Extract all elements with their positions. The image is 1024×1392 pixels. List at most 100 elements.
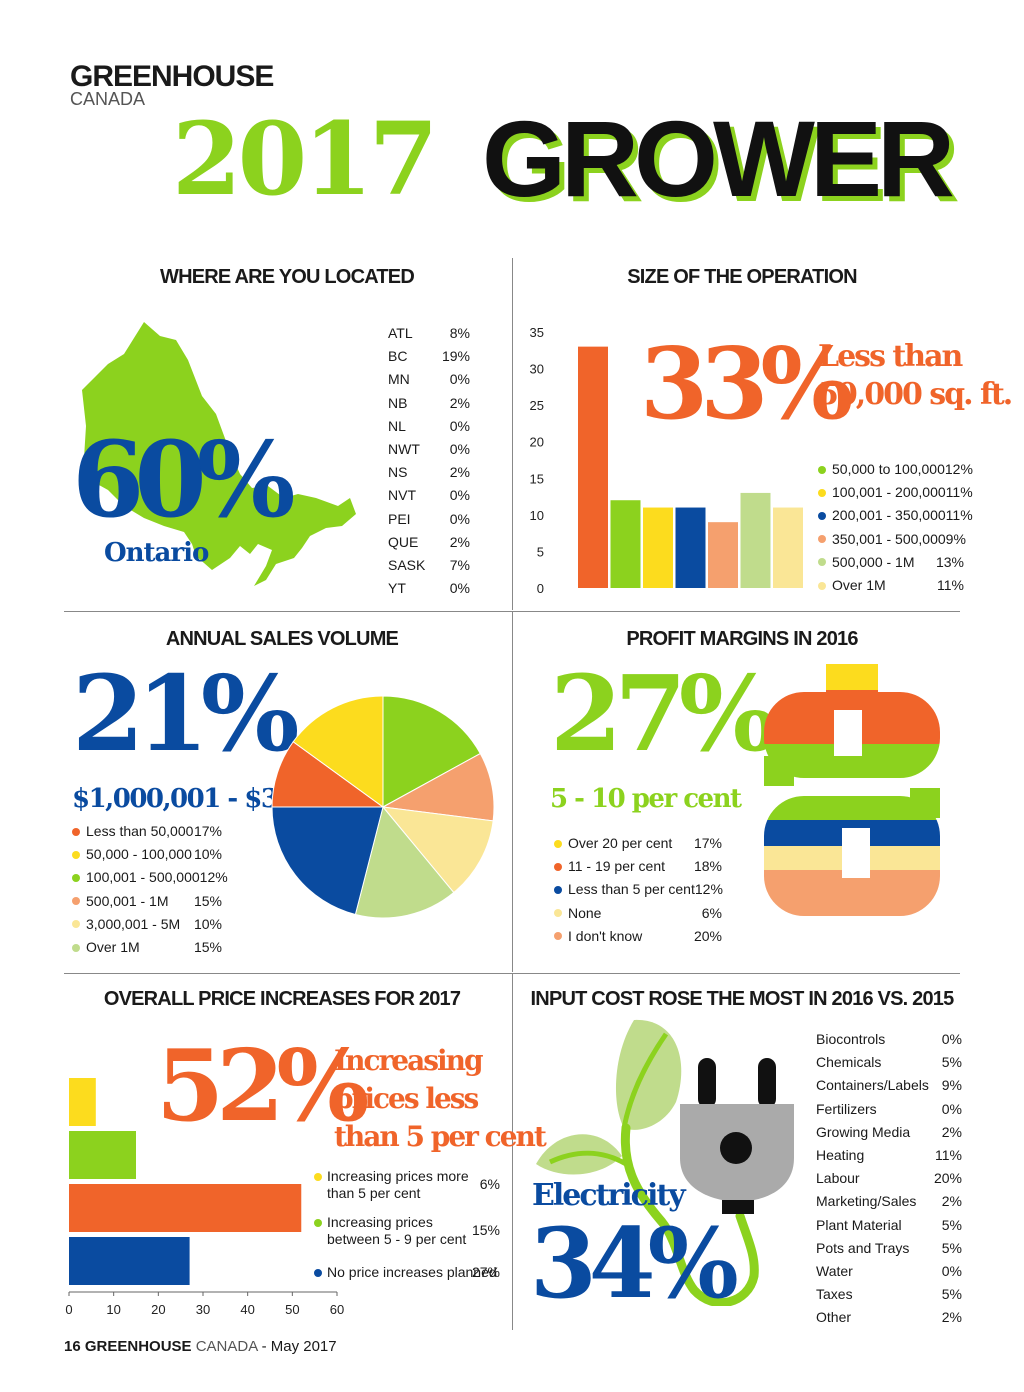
location-label: PEI [388, 510, 411, 527]
price-legend-label-2: between 5 - 9 per cent [327, 1231, 467, 1247]
input-cost-value: 2% [941, 1123, 962, 1140]
input-cost-row: Other 2% [816, 1306, 962, 1329]
operation-legend-value: 11% [945, 484, 973, 501]
input-cost-value: 0% [941, 1031, 962, 1047]
operation-highlight-label-2: 50,000 sq. ft. [818, 377, 1013, 412]
location-row: QUE 2% [388, 531, 470, 554]
input-cost-value: 0% [941, 1263, 962, 1280]
operation-legend-value: 11% [945, 507, 973, 524]
price-legend-item: Increasing prices more than 5 per cent 6% [314, 1168, 500, 1202]
profit-highlight-value: 27% [550, 652, 778, 775]
operation-legend-label: 500,000 - 1M [832, 553, 915, 570]
input-cost-label: Chemicals [816, 1054, 882, 1071]
location-value: 2% [449, 533, 470, 550]
profit-legend-dot-icon [554, 862, 562, 871]
price-highlight-value: 52% [156, 1029, 369, 1144]
input-cost-label: Biocontrols [816, 1031, 886, 1047]
divider-vertical-2 [512, 612, 513, 972]
price-bar [69, 1237, 190, 1285]
input-cost-row: Fertilizers 0% [816, 1098, 962, 1121]
operation-legend-label: 100,001 - 200,000 [832, 484, 946, 501]
profit-legend-value: 17% [693, 835, 722, 851]
sales-pie-chart [271, 695, 495, 919]
divider-horizontal-2 [64, 973, 960, 974]
location-row: NS 2% [388, 461, 470, 484]
sales-legend-label: 500,001 - 1M [86, 892, 169, 909]
profit-legend-dot-icon [554, 886, 562, 894]
dollar-sign-icon [764, 664, 940, 916]
footer-brand-name: GREENHOUSE [84, 1338, 192, 1355]
location-value: 0% [449, 371, 470, 388]
price-legend-value: 15% [471, 1222, 500, 1238]
input-cost-label: Labour [816, 1170, 860, 1187]
price-xtick-label: 30 [196, 1302, 210, 1317]
operation-highlight-value: 33% [640, 327, 853, 442]
operation-legend-dot-icon [818, 581, 826, 590]
operation-legend-item: 50,000 to 100,000 12% [818, 458, 973, 481]
input-cost-row: Water 0% [816, 1260, 962, 1283]
location-table: ATL 8% BC 19% MN 0% NB 2% NL 0% NWT 0% NS 2% NVT 0% PEI 0… [388, 322, 470, 600]
location-row: NL 0% [388, 415, 470, 438]
input-cost-value: 2% [941, 1309, 962, 1326]
location-label: NS [388, 464, 408, 481]
input-cost-row: Chemicals 5% [816, 1051, 962, 1074]
price-xtick-label: 50 [285, 1302, 299, 1317]
profit-legend-value: 20% [693, 927, 722, 944]
sales-legend-value: 10% [193, 846, 222, 863]
sales-legend: Less than 50,000 17% 50,000 - 100,000 10% 10… [72, 820, 228, 959]
section-title-operation: SIZE OF THE OPERATION [627, 266, 857, 288]
input-cost-row: Marketing/Sales 2% [816, 1190, 962, 1213]
profit-legend-item: Over 20 per cent 17% [554, 832, 722, 855]
operation-legend-value: 9% [945, 530, 966, 547]
sales-legend-label: Less than 50,000 [86, 823, 194, 839]
location-label: NWT [388, 441, 420, 458]
operation-legend-label: Over 1M [832, 577, 886, 594]
location-row: YT 0% [388, 577, 470, 600]
input-cost-row: Labour 20% [816, 1167, 962, 1190]
price-xtick-label: 0 [65, 1302, 72, 1317]
location-label: MN [388, 371, 410, 388]
title-year: 2017 [172, 100, 438, 218]
location-row: NWT 0% [388, 438, 470, 461]
input-cost-label: Water [816, 1263, 853, 1280]
price-highlight-label-2: prices less [334, 1082, 479, 1115]
operation-ytick-label: 30 [530, 362, 544, 377]
section-title-input: INPUT COST ROSE THE MOST IN 2016 VS. 201… [530, 988, 955, 1010]
input-cost-label: Containers/Labels [816, 1077, 929, 1094]
sales-pie-slice [381, 806, 494, 894]
operation-bar [610, 500, 641, 588]
sales-legend-value: 17% [193, 823, 222, 839]
operation-legend-label: 350,001 - 500,000 [832, 530, 946, 547]
section-title-price: OVERALL PRICE INCREASES FOR 2017 [103, 988, 461, 1010]
operation-ytick-label: 20 [530, 435, 544, 450]
input-cost-label: Marketing/Sales [816, 1193, 917, 1210]
profit-legend-item: I don't know 20% [554, 925, 722, 948]
sales-legend-item: 500,001 - 1M 15% [72, 890, 222, 913]
operation-bar [773, 507, 803, 588]
operation-ytick-label: 35 [530, 325, 544, 340]
input-cost-value: 20% [933, 1170, 962, 1187]
price-bar [69, 1131, 136, 1179]
location-label: BC [388, 348, 408, 365]
profit-legend-item: 11 - 19 per cent 18% [554, 855, 722, 878]
profit-legend-label: 11 - 19 per cent [568, 858, 666, 875]
sales-legend-item: Less than 50,000 17% [72, 820, 222, 843]
sales-legend-value: 15% [193, 939, 222, 956]
sales-legend-value: 12% [199, 869, 228, 886]
divider-vertical-1 [512, 258, 513, 610]
price-legend-label-2: than 5 per cent [327, 1185, 421, 1201]
profit-legend-value: 6% [701, 904, 722, 921]
location-value: 0% [449, 487, 470, 504]
input-cost-label: Pots and Trays [816, 1239, 910, 1256]
location-label: QUE [388, 533, 419, 550]
profit-legend-dot-icon [554, 932, 562, 941]
location-highlight-value: 60% [72, 418, 296, 541]
sales-pie-slice [354, 805, 455, 919]
input-cost-value: 11% [935, 1147, 962, 1164]
location-value: 0% [449, 441, 470, 458]
sales-legend-label: 3,000,001 - 5M [86, 915, 181, 932]
divider-horizontal-1 [64, 611, 960, 612]
input-cost-row: Growing Media 2% [816, 1121, 962, 1144]
sales-legend-value: 10% [193, 915, 222, 932]
input-cost-label: Fertilizers [816, 1100, 877, 1117]
